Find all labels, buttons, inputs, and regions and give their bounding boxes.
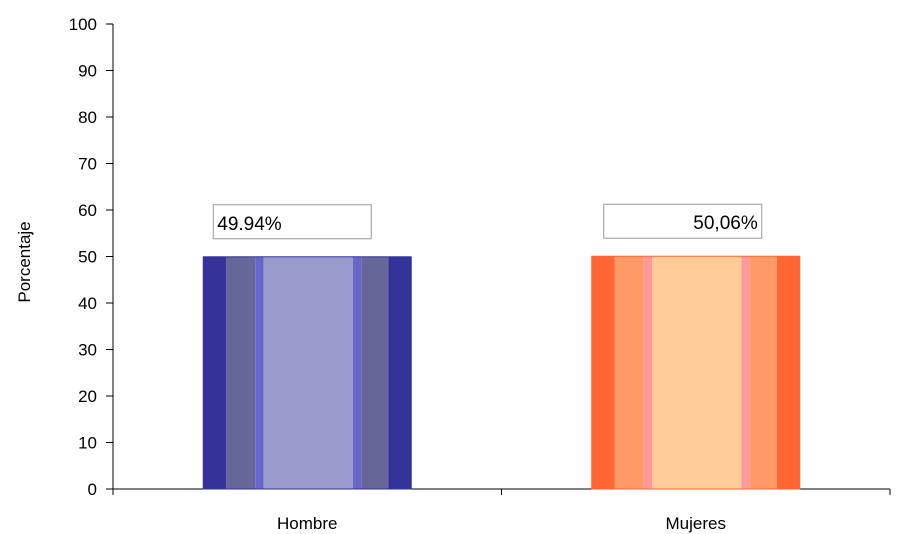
y-tick-label: 100 xyxy=(69,15,97,34)
y-tick-label: 50 xyxy=(78,248,97,267)
bar-band xyxy=(614,256,644,489)
y-tick-label: 70 xyxy=(78,155,97,174)
data-label: 49.94% xyxy=(217,214,282,235)
bar-hombre xyxy=(202,256,412,490)
bar-band xyxy=(643,256,653,489)
x-tick-label: Mujeres xyxy=(666,514,726,533)
y-tick-label: 10 xyxy=(78,434,97,453)
y-tick-label: 80 xyxy=(78,108,97,127)
y-tick-label: 20 xyxy=(78,387,97,406)
x-tick-label: Hombre xyxy=(277,514,337,533)
y-tick-label: 60 xyxy=(78,201,97,220)
bar-band xyxy=(263,256,354,489)
bar-band xyxy=(203,256,227,489)
bar-outline xyxy=(202,256,412,490)
y-tick-label: 0 xyxy=(88,480,97,499)
data-label: 50,06% xyxy=(693,213,758,234)
y-axis-title: Porcentaje xyxy=(15,221,34,302)
bar-band xyxy=(776,256,800,489)
data-label-box xyxy=(603,203,763,239)
bar-band xyxy=(353,256,362,489)
y-axis: 0 10 20 30 40 50 60 70 80 90 100 xyxy=(69,15,114,499)
bar-outline xyxy=(591,255,801,490)
bar-mujeres xyxy=(591,255,801,490)
bar-band xyxy=(652,256,742,489)
x-axis: Hombre Mujeres xyxy=(112,488,891,533)
bars xyxy=(202,255,801,490)
data-label-box xyxy=(212,204,372,240)
bar-band xyxy=(741,256,750,489)
bar-band xyxy=(749,256,777,489)
y-tick-label: 90 xyxy=(78,62,97,81)
bar-band xyxy=(361,256,389,489)
y-tick-label: 30 xyxy=(78,341,97,360)
bar-band xyxy=(591,256,615,489)
bar-band xyxy=(255,256,264,489)
data-labels: 49.94% 50,06% xyxy=(212,203,763,240)
y-tick-label: 40 xyxy=(78,294,97,313)
bar-band xyxy=(388,256,412,489)
bar-band xyxy=(226,256,256,489)
